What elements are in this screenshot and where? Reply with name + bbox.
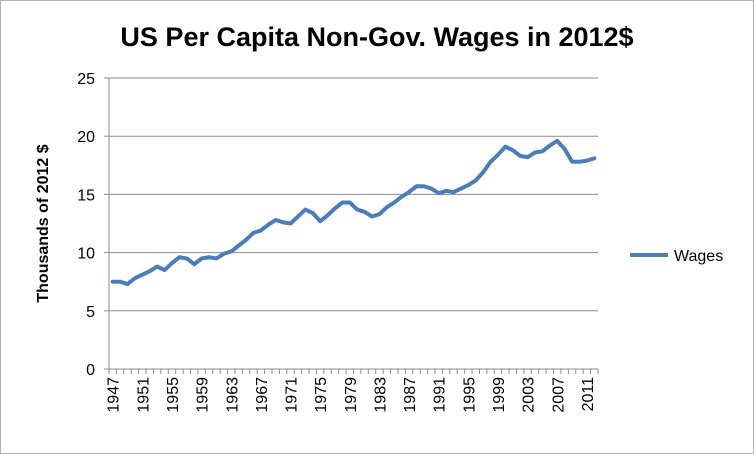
- x-tick-label: 2007: [550, 377, 567, 413]
- x-tick-label: 1963: [224, 377, 241, 413]
- x-tick-label: 1995: [461, 377, 478, 413]
- legend-label-wages: Wages: [674, 248, 723, 265]
- x-tick-label: 2003: [521, 377, 538, 413]
- y-tick-label: 5: [86, 304, 95, 321]
- x-tick-label: 1947: [106, 377, 123, 413]
- x-tick-label: 1999: [491, 377, 508, 413]
- x-tick-label: 1983: [372, 377, 389, 413]
- series-lines: [110, 138, 597, 287]
- chart-title: US Per Capita Non-Gov. Wages in 2012$: [120, 22, 634, 52]
- x-tick-label: 1979: [343, 377, 360, 413]
- y-tick-label: 10: [77, 246, 95, 263]
- y-tick-label: 15: [77, 187, 95, 204]
- axes: [104, 77, 599, 374]
- y-tick-labels: 0 5 10 15 20 25: [77, 71, 95, 379]
- y-tick-label: 0: [86, 362, 95, 379]
- x-tick-label: 1951: [135, 377, 152, 413]
- y-axis-title: Thousands of 2012 $: [35, 144, 52, 302]
- y-tick-label: 20: [77, 129, 95, 146]
- x-tick-label: 1971: [284, 377, 301, 413]
- series-line-wages: [110, 138, 597, 287]
- x-tick-label: 1991: [432, 377, 449, 413]
- x-tick-label: 1955: [165, 377, 182, 413]
- x-tick-label: 1959: [195, 377, 212, 413]
- gridlines: [109, 77, 598, 312]
- x-tick-labels: 1947 1951 1955 1959 1963 1967 1971 1975 1979 1983…: [106, 377, 597, 413]
- legend: Wages: [630, 248, 723, 265]
- x-tick-label: 1987: [402, 377, 419, 413]
- x-tick-label: 1967: [254, 377, 271, 413]
- y-tick-label: 25: [77, 71, 95, 88]
- x-tick-label: 1975: [313, 377, 330, 413]
- x-tick-label: 2011: [580, 377, 597, 412]
